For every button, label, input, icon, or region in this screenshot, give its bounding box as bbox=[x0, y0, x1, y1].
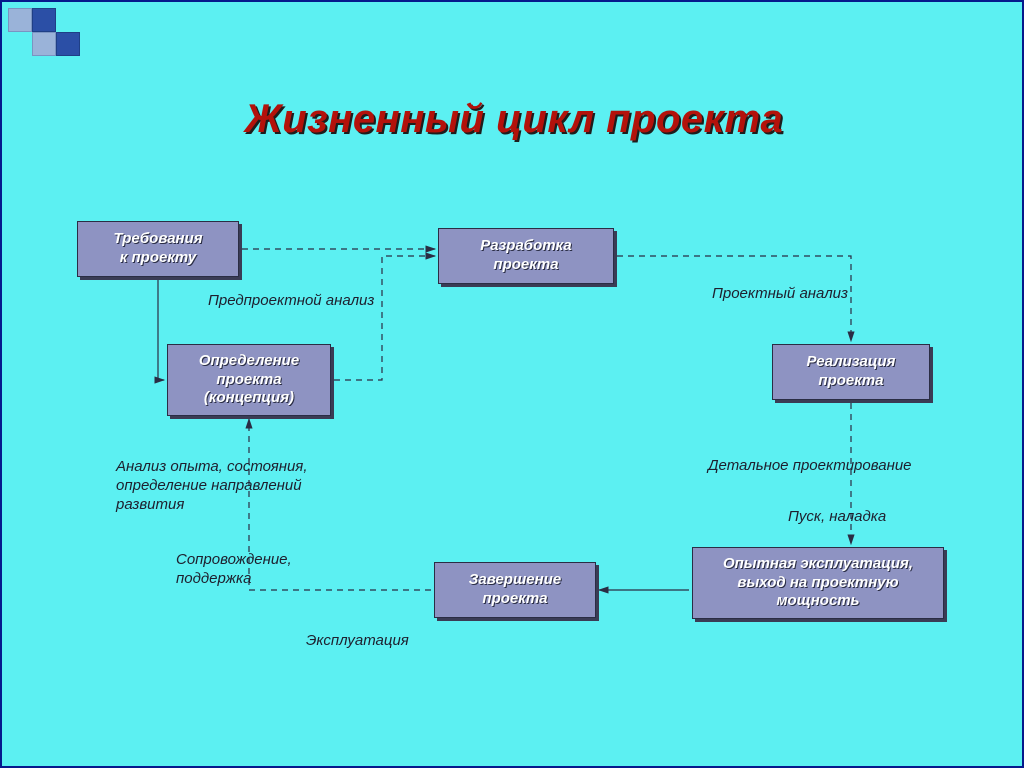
flow-node-def: Определение проекта (концепция) bbox=[167, 344, 331, 416]
slide-title: Жизненный цикл проекта Жизненный цикл пр… bbox=[2, 97, 1024, 142]
flow-node-fin: Завершение проекта bbox=[434, 562, 596, 618]
edge-label-6: Анализ опыта, состояния, определение нап… bbox=[116, 458, 396, 514]
deco-square bbox=[56, 32, 80, 56]
edge-label-1: Проектный анализ bbox=[712, 285, 912, 304]
deco-square bbox=[8, 8, 32, 32]
deco-square bbox=[32, 32, 56, 56]
edge-label-3: Пуск, наладка bbox=[788, 508, 948, 527]
edge-label-4: Эксплуатация bbox=[306, 632, 466, 651]
flow-node-dev: Разработка проекта bbox=[438, 228, 614, 284]
edge-req-def bbox=[158, 280, 164, 380]
edge-label-2: Детальное проектирование bbox=[708, 457, 988, 476]
flow-node-impl: Реализация проекта bbox=[772, 344, 930, 400]
edge-label-0: Предпроектной анализ bbox=[208, 292, 428, 311]
flow-node-req: Требования к проекту bbox=[77, 221, 239, 277]
slide-root: Жизненный цикл проекта Жизненный цикл пр… bbox=[0, 0, 1024, 768]
edge-def-dev bbox=[334, 256, 435, 380]
edge-label-5: Сопровождение, поддержка bbox=[176, 551, 376, 589]
title-text: Жизненный цикл проекта bbox=[2, 97, 1024, 142]
flow-node-trial: Опытная эксплуатация, выход на проектную… bbox=[692, 547, 944, 619]
corner-decoration bbox=[2, 2, 122, 72]
deco-square bbox=[32, 8, 56, 32]
